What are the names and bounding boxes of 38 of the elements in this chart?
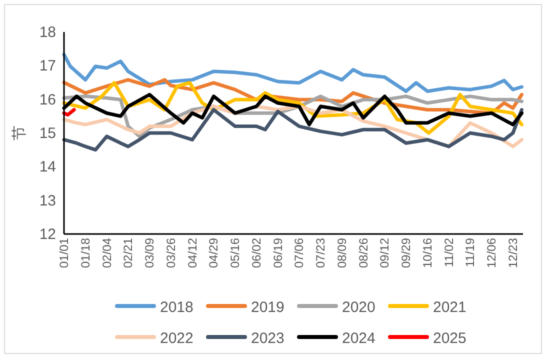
- x-tick-label: 09/29: [399, 238, 414, 268]
- x-tick-label: 12/23: [506, 238, 520, 268]
- x-tick-label: 11/02: [442, 238, 456, 268]
- y-axis-title: 节: [11, 126, 28, 140]
- legend-label: 2024: [342, 330, 376, 347]
- x-tick-label: 04/12: [185, 238, 200, 268]
- x-tick-label: 06/02: [249, 238, 264, 268]
- legend-label: 2021: [433, 299, 466, 316]
- x-tick-label: 01/01: [57, 238, 71, 268]
- legend-label: 2022: [160, 330, 194, 347]
- y-tick-label: 14: [39, 158, 56, 176]
- y-tick-label: 16: [39, 91, 56, 108]
- legend-label: 2023: [251, 330, 284, 347]
- x-tick-label: 05/16: [228, 238, 242, 268]
- x-tick-label: 03/09: [142, 238, 157, 268]
- y-tick-label: 13: [39, 192, 56, 210]
- x-tick-label: 08/09: [334, 238, 349, 268]
- y-tick-label: 12: [39, 226, 56, 243]
- x-tick-label: 02/21: [121, 238, 136, 268]
- x-tick-label: 04/29: [206, 238, 221, 268]
- x-tick-label: 03/26: [164, 238, 178, 268]
- x-tick-label: 08/26: [356, 238, 370, 268]
- x-tick-label: 11/19: [463, 238, 478, 268]
- x-tick-label: 12/06: [484, 238, 499, 268]
- legend-label: 2019: [251, 299, 284, 316]
- x-tick-label: 06/19: [270, 238, 285, 268]
- x-tick-label: 07/06: [292, 238, 306, 268]
- legend-label: 2018: [160, 299, 194, 316]
- x-tick-label: 02/04: [100, 238, 114, 268]
- legend-label: 2025: [433, 330, 466, 347]
- x-tick-label: 09/12: [378, 238, 392, 268]
- y-tick-label: 18: [39, 24, 56, 41]
- x-tick-label: 07/23: [314, 238, 328, 268]
- y-tick-label: 15: [39, 125, 56, 142]
- legend-label: 2020: [342, 299, 376, 316]
- y-tick-label: 17: [39, 58, 56, 75]
- x-tick-label: 01/18: [78, 238, 92, 268]
- x-tick-label: 10/16: [420, 238, 434, 268]
